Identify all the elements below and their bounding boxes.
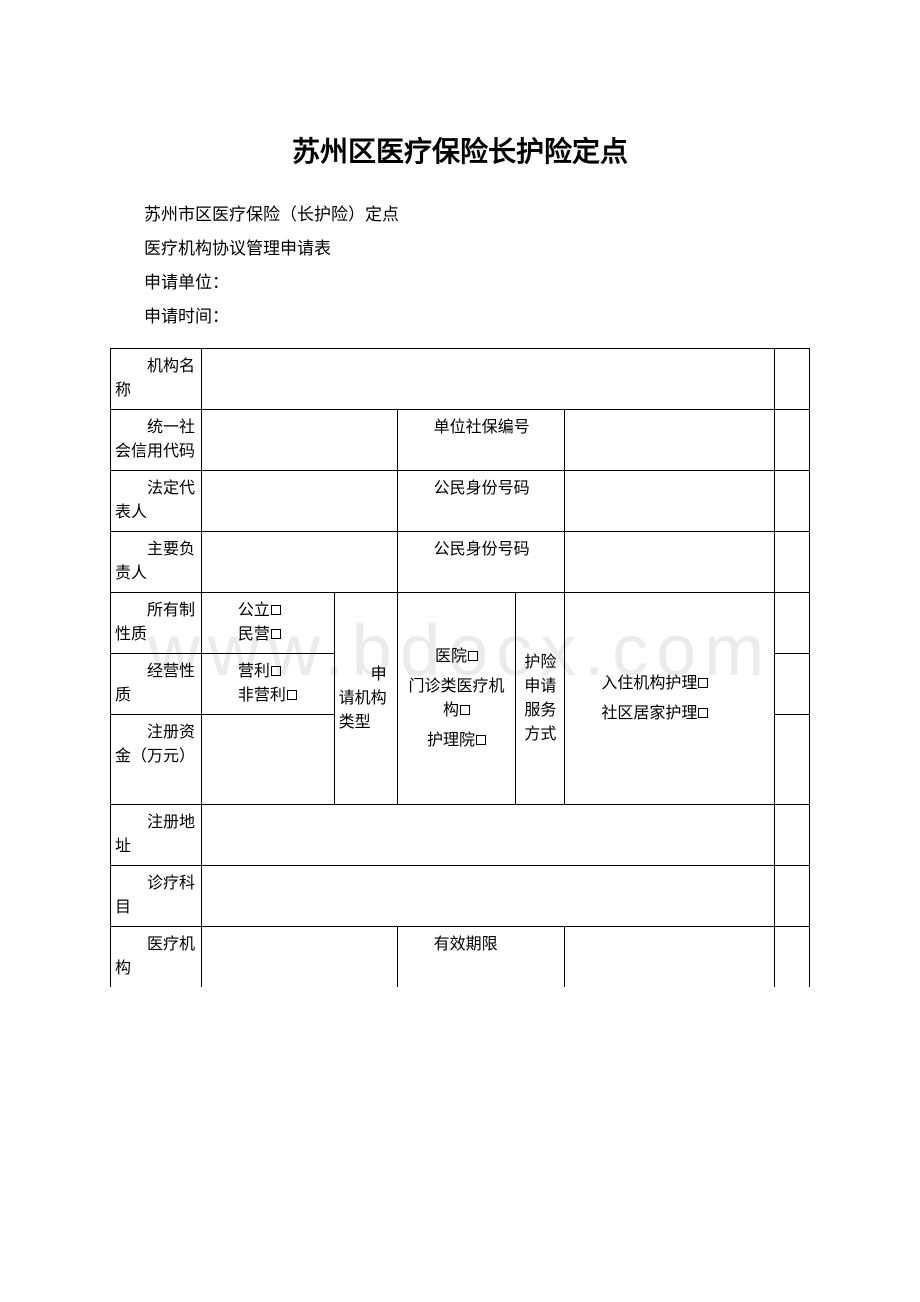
service-mode-options[interactable]: 入住机构护理 社区居家护理 xyxy=(565,593,775,805)
org-type-opt1: 医院 xyxy=(435,648,467,665)
intro-line-2: 医疗机构协议管理申请表 xyxy=(110,232,810,266)
blank-cell xyxy=(775,654,810,715)
main-resp-label: 主要负责人 xyxy=(111,532,202,593)
ownership-options[interactable]: 公立 民营 xyxy=(201,593,334,654)
main-resp-value[interactable] xyxy=(201,532,397,593)
blank-cell xyxy=(775,805,810,866)
citizen-id-label-2: 公民身份号码 xyxy=(397,532,565,593)
service-mode-label: 护险申请服务方式 xyxy=(516,593,565,805)
blank-cell xyxy=(775,349,810,410)
checkbox-icon[interactable] xyxy=(271,666,281,676)
credit-code-value[interactable] xyxy=(201,410,397,471)
blank-cell xyxy=(775,927,810,988)
org-type-options[interactable]: 医院 门诊类医疗机构 护理院 xyxy=(397,593,516,805)
reg-capital-label: 注册资金（万元） xyxy=(111,715,202,805)
intro-line-1: 苏州市区医疗保险（长护险）定点 xyxy=(110,198,810,232)
checkbox-icon[interactable] xyxy=(287,690,297,700)
social-code-value[interactable] xyxy=(565,410,775,471)
blank-cell xyxy=(775,471,810,532)
document-page: 苏州区医疗保险长护险定点 苏州市区医疗保险（长护险）定点 医疗机构协议管理申请表… xyxy=(0,0,920,987)
dept-label: 诊疗科目 xyxy=(111,866,202,927)
ownership-opt2: 民营 xyxy=(238,626,270,643)
dept-value[interactable] xyxy=(201,866,774,927)
ownership-label: 所有制性质 xyxy=(111,593,202,654)
org-name-label: 机构名称 xyxy=(111,349,202,410)
service-mode-opt1: 入住机构护理 xyxy=(601,675,697,692)
citizen-id-value-1[interactable] xyxy=(565,471,775,532)
intro-line-3: 申请单位： xyxy=(110,266,810,300)
social-code-label: 单位社保编号 xyxy=(397,410,565,471)
blank-cell xyxy=(775,715,810,805)
operation-opt1: 营利 xyxy=(238,663,270,680)
valid-period-label: 有效期限 xyxy=(397,927,565,988)
legal-rep-value[interactable] xyxy=(201,471,397,532)
operation-opt2: 非营利 xyxy=(238,687,286,704)
org-type-label: 申请机构类型 xyxy=(334,593,397,805)
checkbox-icon[interactable] xyxy=(271,605,281,615)
application-form-table: 机构名称 统一社会信用代码 单位社保编号 法定代表人 公民身份号码 主要负责人 … xyxy=(110,348,810,987)
med-org-label: 医疗机构 xyxy=(111,927,202,988)
checkbox-icon[interactable] xyxy=(271,629,281,639)
org-type-opt2: 门诊类医疗机构 xyxy=(408,678,504,719)
citizen-id-label-1: 公民身份号码 xyxy=(397,471,565,532)
reg-capital-value[interactable] xyxy=(201,715,334,805)
blank-cell xyxy=(775,410,810,471)
reg-addr-value[interactable] xyxy=(201,805,774,866)
reg-addr-label: 注册地址 xyxy=(111,805,202,866)
blank-cell xyxy=(775,866,810,927)
checkbox-icon[interactable] xyxy=(698,708,708,718)
blank-cell xyxy=(775,532,810,593)
operation-options[interactable]: 营利 非营利 xyxy=(201,654,334,715)
org-type-opt3: 护理院 xyxy=(427,732,475,749)
valid-period-value[interactable] xyxy=(565,927,775,988)
service-mode-opt2: 社区居家护理 xyxy=(601,705,697,722)
legal-rep-label: 法定代表人 xyxy=(111,471,202,532)
credit-code-label: 统一社会信用代码 xyxy=(111,410,202,471)
org-name-value[interactable] xyxy=(201,349,774,410)
checkbox-icon[interactable] xyxy=(460,705,470,715)
checkbox-icon[interactable] xyxy=(468,651,478,661)
checkbox-icon[interactable] xyxy=(698,678,708,688)
operation-label: 经营性质 xyxy=(111,654,202,715)
med-org-value[interactable] xyxy=(201,927,397,988)
page-title: 苏州区医疗保险长护险定点 xyxy=(110,130,810,170)
ownership-opt1: 公立 xyxy=(238,602,270,619)
intro-line-4: 申请时间： xyxy=(110,300,810,334)
blank-cell xyxy=(775,593,810,654)
checkbox-icon[interactable] xyxy=(476,735,486,745)
citizen-id-value-2[interactable] xyxy=(565,532,775,593)
